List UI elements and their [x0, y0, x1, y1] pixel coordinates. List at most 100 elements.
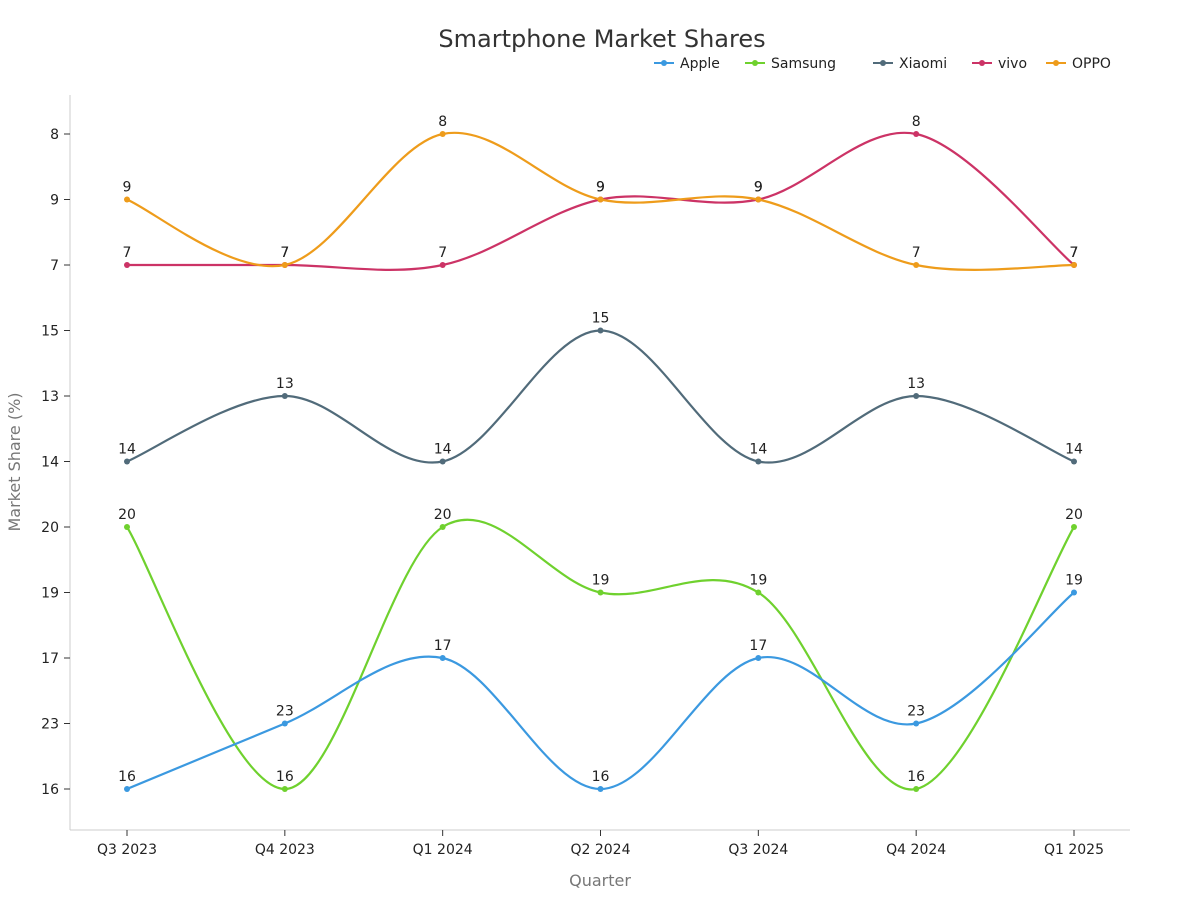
data-label-oppo: 9: [754, 180, 763, 196]
data-label-samsung: 19: [592, 573, 610, 589]
data-point-samsung: [913, 786, 920, 792]
legend-swatch-marker: [752, 60, 758, 66]
data-label-vivo: 7: [1070, 245, 1079, 261]
data-point-xiaomi: [124, 458, 130, 465]
data-point-xiaomi: [597, 327, 604, 334]
data-label-apple: 23: [907, 704, 925, 720]
data-label-oppo: 9: [123, 180, 132, 196]
y-tick-label: 16: [41, 782, 59, 798]
legend-item-xiaomi: Xiaomi: [873, 56, 947, 72]
data-point-oppo: [1070, 262, 1077, 268]
y-tick-label: 13: [41, 389, 59, 405]
series-apple: 16 23 17 16 17 23 19: [118, 573, 1083, 792]
data-label-vivo: 9: [754, 180, 763, 196]
data-point-oppo: [124, 196, 130, 203]
data-point-samsung: [1070, 524, 1077, 530]
data-point-xiaomi: [1070, 458, 1077, 465]
legend-item-apple: Apple: [654, 56, 720, 72]
data-label-xiaomi: 14: [749, 442, 767, 458]
legend-label: Samsung: [771, 56, 836, 72]
data-point-samsung: [439, 524, 446, 530]
legend: Apple Samsung Xiaomi vivo OPPO: [654, 56, 1111, 72]
legend-label: Apple: [680, 56, 720, 72]
legend-swatch-marker: [880, 60, 886, 66]
data-point-oppo: [755, 196, 762, 203]
data-label-xiaomi: 13: [276, 376, 294, 392]
series-oppo: 9 7 8 9 9 7 7: [123, 114, 1078, 271]
chart-title: Smartphone Market Shares: [438, 25, 765, 53]
data-label-vivo: 7: [438, 245, 447, 261]
data-point-apple: [281, 720, 288, 727]
data-point-vivo: [124, 262, 130, 268]
data-label-apple: 17: [749, 638, 767, 654]
data-point-apple: [755, 655, 762, 661]
legend-label: vivo: [998, 56, 1027, 72]
data-label-oppo: 7: [280, 245, 289, 261]
y-tick-label: 15: [41, 324, 59, 340]
x-tick-label: Q1 2025: [1044, 842, 1104, 858]
y-tick-label: 23: [41, 717, 59, 733]
legend-item-vivo: vivo: [972, 56, 1027, 72]
legend-swatch-marker: [661, 60, 667, 66]
x-tick-label: Q4 2024: [886, 842, 946, 858]
data-point-oppo: [439, 131, 446, 137]
data-label-apple: 23: [276, 704, 294, 720]
data-point-apple: [913, 720, 920, 727]
y-tick-label: 8: [50, 127, 59, 143]
data-label-samsung: 20: [118, 507, 136, 523]
data-label-xiaomi: 13: [907, 376, 925, 392]
x-axis-ticks: Q3 2023 Q4 2023 Q1 2024 Q2 2024 Q3 2024 Q4 20…: [97, 830, 1104, 858]
data-point-samsung: [755, 589, 762, 596]
series-group: 20 16 20 19 19 16 20 16 23 17 16 17 23 19 14 13 14 15 14 13…: [118, 114, 1083, 792]
y-tick-label: 19: [41, 586, 59, 602]
data-point-samsung: [124, 524, 130, 530]
legend-swatch-marker: [979, 60, 985, 66]
y-tick-label: 7: [50, 258, 59, 274]
data-point-oppo: [913, 262, 920, 268]
series-samsung: 20 16 20 19 19 16 20: [118, 507, 1083, 792]
y-tick-label: 9: [50, 193, 59, 209]
data-label-apple: 16: [118, 769, 136, 785]
data-label-xiaomi: 14: [434, 442, 452, 458]
data-point-xiaomi: [913, 393, 920, 399]
data-label-oppo: 9: [596, 180, 605, 196]
data-label-xiaomi: 15: [592, 311, 610, 327]
legend-swatch-marker: [1053, 60, 1059, 66]
data-label-samsung: 20: [1065, 507, 1083, 523]
y-axis-title: Market Share (%): [5, 392, 24, 531]
data-point-vivo: [439, 262, 446, 268]
series-xiaomi: 14 13 14 15 14 13 14: [118, 311, 1083, 465]
data-point-samsung: [281, 786, 288, 792]
legend-label: OPPO: [1072, 56, 1111, 72]
y-tick-label: 20: [41, 520, 59, 536]
data-point-apple: [597, 786, 604, 792]
data-label-oppo: 8: [438, 114, 447, 130]
data-label-samsung: 19: [749, 573, 767, 589]
data-point-xiaomi: [439, 458, 446, 465]
data-label-oppo: 7: [912, 245, 921, 261]
data-label-xiaomi: 14: [118, 442, 136, 458]
data-label-vivo: 7: [123, 245, 132, 261]
data-point-apple: [124, 786, 130, 792]
data-point-samsung: [597, 589, 604, 596]
data-label-vivo: 7: [280, 245, 289, 261]
series-line-xiaomi: [126, 329, 1075, 464]
data-label-apple: 17: [434, 638, 452, 654]
series-line-apple: [126, 591, 1075, 791]
data-label-samsung: 16: [276, 769, 294, 785]
x-tick-label: Q2 2024: [570, 842, 630, 858]
legend-item-oppo: OPPO: [1046, 56, 1111, 72]
x-axis-title: Quarter: [569, 871, 631, 890]
data-point-apple: [439, 655, 446, 661]
data-point-xiaomi: [281, 393, 288, 399]
legend-label: Xiaomi: [899, 56, 947, 72]
data-label-xiaomi: 14: [1065, 442, 1083, 458]
data-label-samsung: 16: [907, 769, 925, 785]
x-tick-label: Q4 2023: [255, 842, 315, 858]
data-label-samsung: 20: [434, 507, 452, 523]
y-tick-label: 17: [41, 651, 59, 667]
y-tick-label: 14: [41, 455, 59, 471]
data-label-vivo: 9: [596, 180, 605, 196]
